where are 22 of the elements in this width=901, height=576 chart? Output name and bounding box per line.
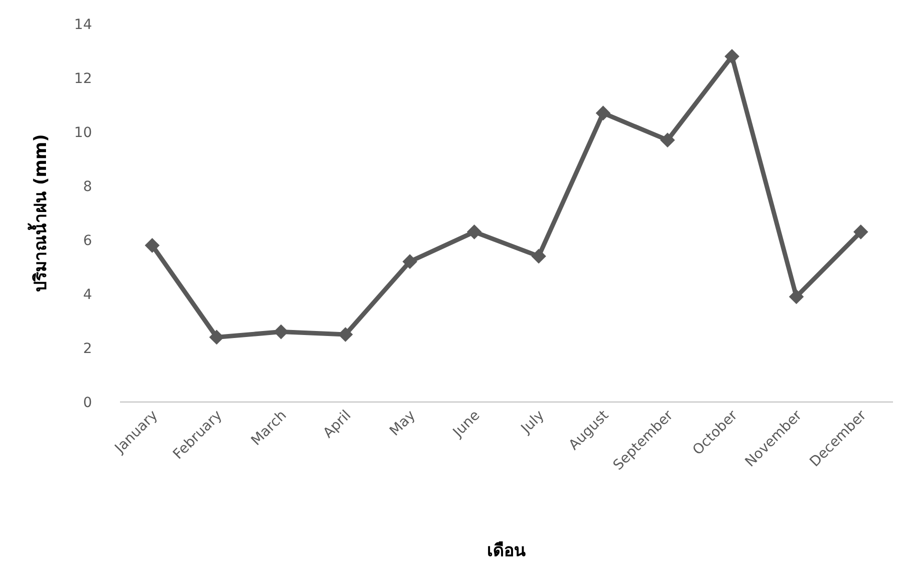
point — [466, 224, 482, 240]
y-tick-label: 0 — [83, 394, 92, 411]
point — [660, 132, 675, 148]
x-axis-title: เดือน — [487, 540, 526, 561]
y-tick-label: 10 — [74, 124, 92, 141]
y-tick-label: 4 — [83, 286, 92, 303]
point — [531, 248, 546, 264]
y-axis-title: ปริมาณน้ำฝน (mm) — [27, 134, 51, 292]
point — [788, 289, 804, 304]
point — [853, 224, 868, 240]
point — [144, 238, 160, 253]
point — [724, 48, 740, 64]
point — [338, 327, 353, 342]
y-tick-label: 2 — [83, 340, 92, 357]
point — [402, 254, 418, 270]
y-tick-label: 8 — [83, 178, 92, 195]
y-tick-label: 14 — [74, 16, 92, 33]
point — [596, 106, 611, 121]
y-tick-label: 6 — [83, 232, 92, 249]
point — [209, 330, 224, 345]
point — [274, 324, 288, 340]
y-tick-label: 12 — [74, 70, 92, 87]
